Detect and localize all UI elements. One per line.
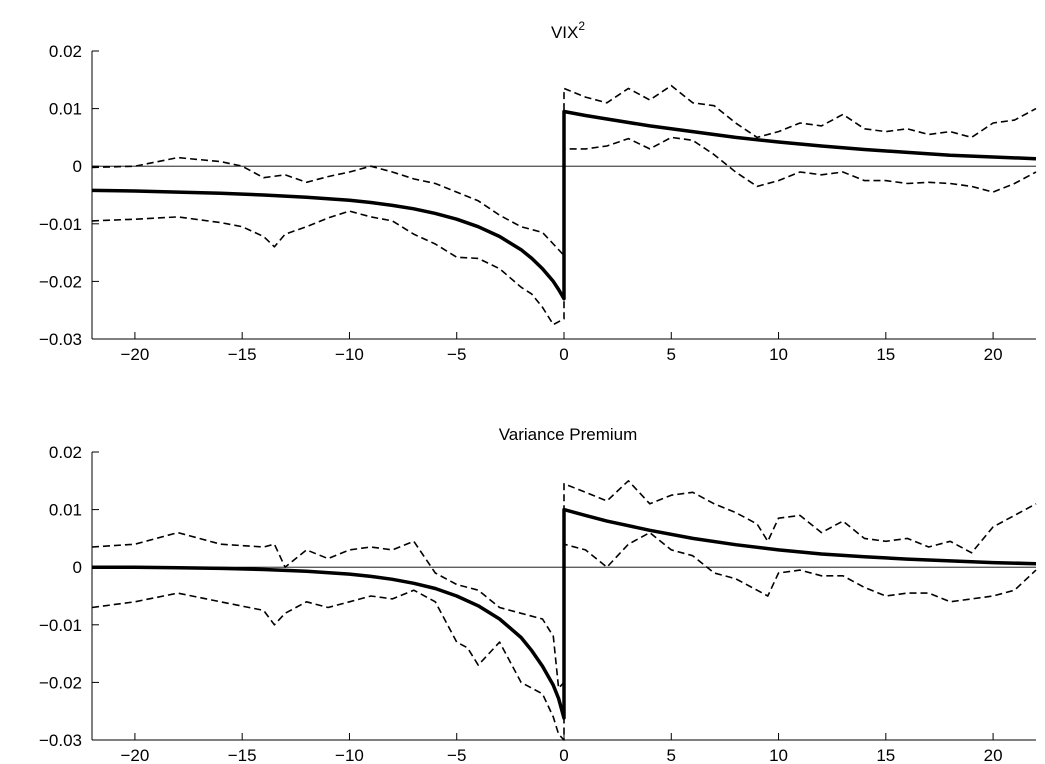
panel-title-variance-premium: Variance Premium (499, 425, 638, 444)
x-tick-label: −10 (335, 345, 364, 364)
x-tick-label: 10 (769, 345, 788, 364)
x-tick-label: 15 (876, 345, 895, 364)
x-tick-label: 0 (559, 345, 568, 364)
series-line-estimate (91, 109, 1037, 301)
y-tick-label: −0.03 (39, 330, 82, 349)
y-tick-label: 0.02 (49, 443, 82, 462)
x-tick-label: 5 (667, 345, 676, 364)
x-tick-label: 20 (984, 746, 1003, 764)
x-tick-label: 10 (769, 746, 788, 764)
y-tick-label: −0.02 (39, 673, 82, 692)
panel-variance-premium: Variance Premium −20 −15 −10 −5 0 5 10 15 20 −0.0… (39, 425, 1037, 764)
x-tick-label: −10 (335, 746, 364, 764)
x-tick-label: −15 (228, 746, 257, 764)
y-tick-label: −0.02 (39, 272, 82, 291)
series-line-lower-band (91, 531, 1037, 741)
y-tick-label: 0.01 (49, 100, 82, 119)
x-tick-label: 20 (984, 345, 1003, 364)
x-tick-label: −5 (447, 746, 466, 764)
y-tick-label: −0.01 (39, 215, 82, 234)
x-tick-label: 15 (876, 746, 895, 764)
panel-vix-squared: VIX2 −20 −15 −10 −5 0 5 10 15 20 −0.03 −0.02 −0.01 0… (39, 19, 1037, 364)
series-line-estimate (92, 507, 1037, 720)
x-tick-label: −20 (120, 746, 149, 764)
y-tick-label: −0.03 (39, 731, 82, 750)
y-tick-label: 0.01 (49, 501, 82, 520)
panel-title-vix-squared: VIX2 (551, 19, 585, 42)
x-tick-label: 0 (559, 746, 568, 764)
y-tick-label: 0 (73, 157, 82, 176)
x-tick-label: −20 (120, 345, 149, 364)
y-tick-label: 0.02 (49, 42, 82, 61)
series-line-lower-band (91, 136, 1037, 326)
y-tick-label: 0 (73, 558, 82, 577)
y-tick-label: −0.01 (39, 616, 82, 635)
series-line-upper-band (91, 84, 1037, 257)
x-tick-label: 5 (667, 746, 676, 764)
x-tick-label: −15 (228, 345, 257, 364)
x-tick-label: −5 (447, 345, 466, 364)
series-line-upper-band (91, 479, 1037, 690)
